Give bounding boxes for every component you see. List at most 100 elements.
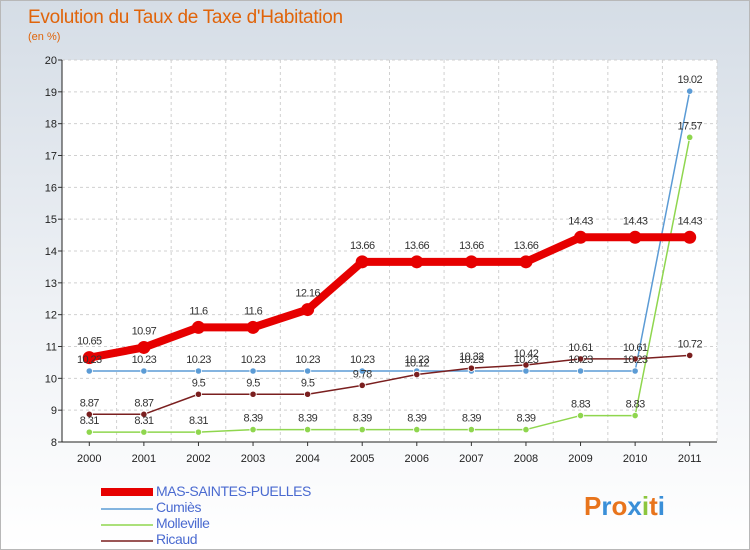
logo-letter: x <box>627 491 642 521</box>
proxiti-logo: Proxiti <box>584 491 665 522</box>
data-point <box>140 367 148 375</box>
y-tick-label: 17 <box>45 151 57 163</box>
x-tick-label: 2007 <box>459 453 483 465</box>
legend-swatch <box>101 540 153 542</box>
data-point <box>140 428 148 436</box>
data-label: 8.39 <box>353 413 372 425</box>
data-label: 10.23 <box>514 354 539 366</box>
x-tick-label: 2005 <box>350 453 374 465</box>
data-point <box>686 133 694 141</box>
data-label: 10.23 <box>623 354 648 366</box>
data-point <box>82 351 96 365</box>
y-tick-label: 11 <box>46 342 57 354</box>
data-label: 10.12 <box>405 358 430 370</box>
data-point <box>304 390 312 398</box>
x-tick-label: 2002 <box>186 453 210 465</box>
data-label: 11.6 <box>244 305 263 317</box>
data-point <box>301 303 315 317</box>
data-label: 8.39 <box>298 413 317 425</box>
data-point <box>358 425 366 434</box>
data-label: 11.6 <box>189 305 208 317</box>
data-label: 9.5 <box>246 377 260 389</box>
data-point <box>410 255 424 269</box>
data-label: 8.87 <box>80 397 99 409</box>
legend-label: Molleville <box>156 515 210 531</box>
data-point <box>355 255 369 269</box>
data-label: 8.39 <box>407 413 426 425</box>
data-label: 10.23 <box>295 354 320 366</box>
y-tick-label: 10 <box>45 373 57 385</box>
data-point <box>249 425 257 434</box>
data-point <box>249 367 257 375</box>
data-point <box>194 367 203 375</box>
series-line <box>88 233 690 362</box>
y-tick-label: 16 <box>45 182 57 194</box>
data-label: 10.23 <box>77 354 102 366</box>
data-label: 8.87 <box>134 397 153 409</box>
y-tick-label: 8 <box>51 437 57 449</box>
logo-letter: P <box>584 491 602 521</box>
data-point <box>464 255 478 269</box>
data-label: 10.23 <box>459 354 484 366</box>
legend-label: Ricaud <box>156 531 198 547</box>
x-tick-label: 2008 <box>514 453 538 465</box>
data-point <box>304 425 312 434</box>
data-label: 8.83 <box>571 399 590 411</box>
data-label: 10.42 <box>514 348 539 360</box>
legend-label: MAS-SAINTES-PUELLES <box>156 483 311 499</box>
data-label: 10.23 <box>241 354 266 366</box>
data-label: 14.43 <box>677 215 702 227</box>
data-point <box>686 351 694 360</box>
y-tick-label: 20 <box>45 55 57 67</box>
data-label: 13.66 <box>405 240 430 252</box>
x-tick-label: 2009 <box>568 453 592 465</box>
y-tick-label: 15 <box>45 214 57 226</box>
x-tick-label: 2003 <box>241 453 265 465</box>
data-label: 10.61 <box>568 342 593 354</box>
x-tick-label: 2000 <box>77 453 101 465</box>
data-point <box>576 411 585 420</box>
data-point <box>686 87 694 95</box>
data-point <box>631 355 639 363</box>
legend-label: Cumiès <box>156 499 202 515</box>
logo-letter: r <box>601 491 612 521</box>
logo-letter: t <box>649 491 658 521</box>
y-tick-label: 14 <box>45 246 57 258</box>
data-point <box>413 370 421 379</box>
data-label: 9.5 <box>192 377 206 389</box>
logo-letter: i <box>641 491 650 521</box>
x-tick-label: 2006 <box>405 453 429 465</box>
data-label: 9.5 <box>301 377 315 389</box>
data-label: 13.66 <box>350 240 375 252</box>
data-point <box>519 255 533 269</box>
x-tick-label: 2010 <box>623 453 647 465</box>
data-label: 10.23 <box>350 354 375 366</box>
data-point <box>522 367 530 375</box>
x-tick-label: 2011 <box>678 453 702 465</box>
data-label: 8.83 <box>626 399 645 411</box>
data-label: 19.02 <box>677 74 702 86</box>
data-point <box>467 364 475 372</box>
data-point <box>522 361 530 369</box>
data-label: 10.23 <box>405 354 430 366</box>
data-point <box>249 390 257 398</box>
data-point <box>246 320 260 334</box>
data-label: 10.23 <box>186 354 211 366</box>
data-label: 10.65 <box>77 336 102 348</box>
data-label: 8.31 <box>189 415 208 427</box>
data-point <box>576 355 585 363</box>
data-label: 17.57 <box>677 120 702 132</box>
chart-subtitle: (en %) <box>28 31 61 43</box>
data-point <box>85 428 93 436</box>
data-point <box>631 411 639 420</box>
data-point <box>576 367 585 375</box>
legend-swatch <box>101 488 153 496</box>
chart-title: Evolution du Taux de Taxe d'Habitation <box>28 7 343 28</box>
logo-letter: o <box>611 491 628 521</box>
data-point <box>140 410 148 418</box>
data-point <box>628 230 642 244</box>
data-point <box>85 367 93 375</box>
x-tick-label: 2001 <box>132 453 156 465</box>
data-point <box>194 390 203 398</box>
y-tick-label: 18 <box>45 119 57 131</box>
